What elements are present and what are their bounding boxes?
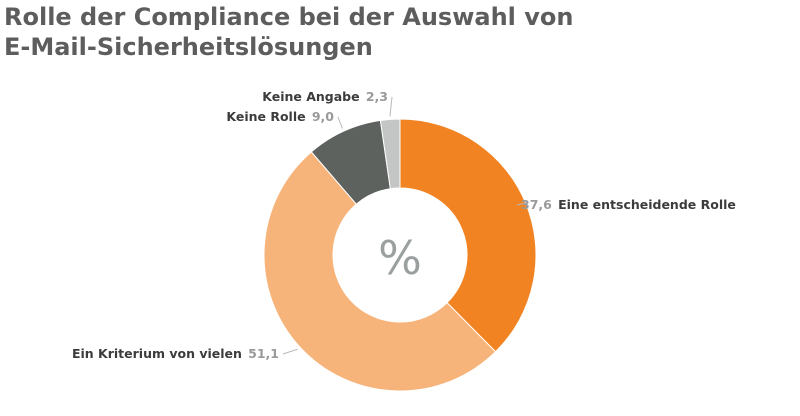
chart-title: Rolle der Compliance bei der Auswahl von… [4,2,573,62]
chart-title-line-2: E-Mail-Sicherheitslösungen [4,33,373,61]
donut-slice-ein-kriterium-von-vielen [263,151,497,392]
leader-line-3 [389,96,393,117]
slice-label-1: Ein Kriterium von vielen 51,1 [72,346,279,361]
leader-line-2 [337,116,343,129]
slice-labels: 37,6 Eine entscheidende Rolle Ein Kriteri… [72,89,736,361]
slice-label-2: Keine Rolle 9,0 [226,109,334,124]
slice-label-0: 37,6 Eine entscheidende Rolle [521,197,736,212]
donut-slices [263,118,537,392]
center-label: % [378,231,422,285]
leader-line-0 [516,201,529,206]
donut-slice-eine-entscheidende-rolle [399,118,537,353]
label-leader-lines [282,96,529,355]
leader-line-1 [282,348,298,355]
donut-slice-keine-angabe [379,118,401,190]
slice-label-3: Keine Angabe 2,3 [262,89,388,104]
chart-title-line-1: Rolle der Compliance bei der Auswahl von [4,3,574,31]
